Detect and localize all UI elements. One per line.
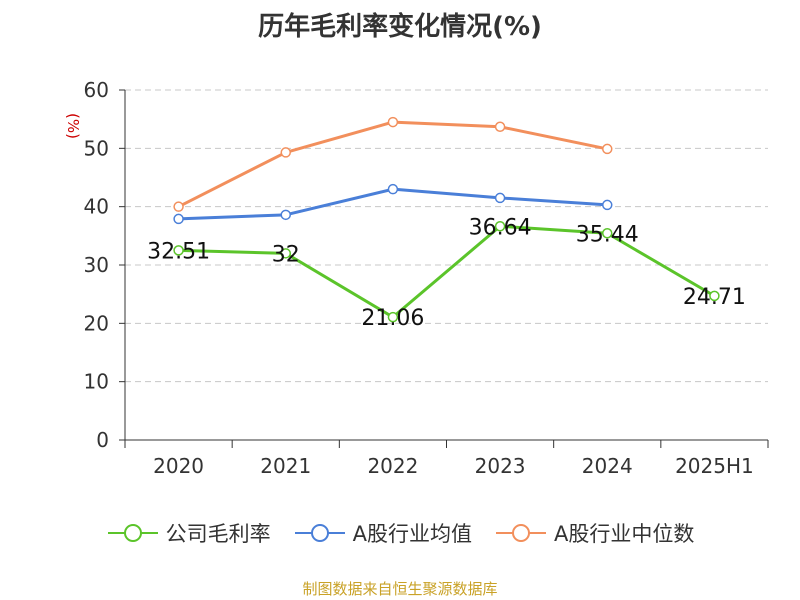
data-point	[387, 311, 399, 323]
legend-item-industry-mean[interactable]: A股行业均值	[293, 518, 472, 548]
data-source-note: 制图数据来自恒生聚源数据库	[302, 580, 498, 598]
data-label: 21.06	[361, 306, 424, 331]
data-point	[173, 201, 184, 212]
data-point	[173, 245, 184, 256]
data-point	[387, 183, 399, 195]
data-point	[173, 213, 184, 225]
y-axis-label: (%)	[64, 113, 82, 139]
data-point	[602, 143, 613, 155]
x-tick-label: 2025H1	[675, 454, 754, 478]
data-point	[280, 147, 291, 158]
y-tick-label: 50	[84, 136, 109, 160]
data-label: 32	[272, 242, 300, 267]
legend-label: 公司毛利率	[165, 522, 271, 546]
x-tick-label: 2021	[260, 454, 311, 478]
data-label: 35.44	[576, 222, 639, 247]
y-tick-label: 0	[96, 428, 109, 452]
data-label: 36.64	[469, 215, 532, 240]
y-tick-label: 40	[84, 195, 109, 219]
data-label: 32.51	[147, 239, 210, 264]
legend-item-industry-median[interactable]: A股行业中位数	[494, 518, 694, 548]
data-point	[494, 192, 506, 204]
chart-legend: 公司毛利率 A股行业均值 A股行业中位数	[0, 518, 800, 548]
legend-label: A股行业中位数	[554, 522, 695, 546]
data-point	[602, 199, 613, 211]
legend-label: A股行业均值	[352, 522, 472, 546]
legend-line-marker-icon	[496, 524, 546, 542]
data-point	[494, 121, 506, 132]
data-label: 24.71	[683, 285, 746, 310]
data-point	[387, 116, 399, 128]
data-point	[709, 290, 720, 302]
chart-title: 历年毛利率变化情况(%)	[258, 12, 542, 42]
legend-line-marker-icon	[107, 524, 158, 542]
data-point	[494, 221, 506, 232]
y-tick-label: 20	[84, 311, 109, 335]
data-point	[280, 209, 291, 221]
data-point	[280, 248, 291, 259]
x-tick-label: 2024	[582, 454, 633, 478]
x-tick-label: 2020	[153, 454, 204, 478]
y-tick-label: 10	[84, 370, 109, 394]
x-tick-label: 2023	[475, 454, 526, 478]
y-tick-label: 30	[84, 253, 109, 277]
x-tick-label: 2022	[367, 454, 418, 478]
legend-line-marker-icon	[294, 524, 345, 542]
data-point	[602, 228, 613, 239]
series-line	[178, 224, 716, 319]
legend-item-company-margin[interactable]: 公司毛利率	[106, 518, 271, 548]
y-tick-label: 60	[84, 78, 109, 102]
